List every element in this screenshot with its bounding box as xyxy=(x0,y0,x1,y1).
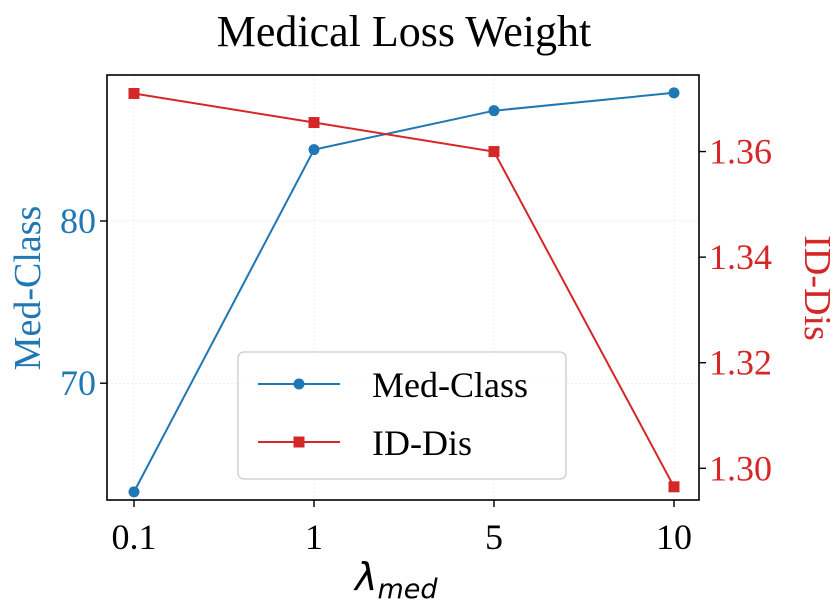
y-right-tick-label: 1.36 xyxy=(709,132,772,172)
point-med-class xyxy=(668,87,680,99)
y-axis-left: 70 80 xyxy=(60,201,107,403)
legend-marker-id-dis xyxy=(293,436,305,448)
point-med-class xyxy=(488,105,500,117)
series-line-id-dis xyxy=(133,92,675,488)
y-left-tick-label: 70 xyxy=(60,363,96,403)
legend: Med-Class ID-Dis xyxy=(237,351,567,480)
x-tick-label: 10 xyxy=(656,517,692,557)
legend-entry-med-class: Med-Class xyxy=(258,365,528,405)
y-left-tick-label: 80 xyxy=(60,201,96,241)
point-id-dis xyxy=(308,117,320,129)
point-id-dis xyxy=(488,146,500,158)
x-tick-label: 1 xyxy=(305,517,323,557)
x-axis-label: λmed xyxy=(353,555,438,605)
plot-frame xyxy=(106,74,700,501)
chart-title: Medical Loss Weight xyxy=(217,7,591,56)
y-axis-right-label: ID-Dis xyxy=(796,235,838,341)
series-markers xyxy=(128,87,680,498)
y-right-tick-label: 1.34 xyxy=(709,237,772,277)
legend-label-id-dis: ID-Dis xyxy=(372,423,472,463)
x-tick-label: 0.1 xyxy=(112,517,157,557)
x-axis-label-main: λ xyxy=(353,555,378,599)
legend-entry-id-dis: ID-Dis xyxy=(258,423,472,463)
x-tick-label: 5 xyxy=(485,517,503,557)
x-axis: 0.1 1 5 10 xyxy=(112,500,692,557)
y-right-tick-label: 1.30 xyxy=(709,448,772,488)
point-id-dis xyxy=(128,87,140,99)
y-right-tick-label: 1.32 xyxy=(709,343,772,383)
legend-label-med-class: Med-Class xyxy=(372,365,528,405)
series-lines xyxy=(133,91,675,493)
point-med-class xyxy=(308,144,320,156)
legend-marker-med-class xyxy=(293,378,305,390)
point-med-class xyxy=(128,486,140,498)
series-line-med-class xyxy=(133,91,675,493)
y-axis-right: 1.30 1.32 1.34 1.36 xyxy=(699,132,772,488)
point-id-dis xyxy=(668,481,680,493)
y-axis-left-label: Med-Class xyxy=(7,206,49,371)
x-axis-label-sub: med xyxy=(378,574,439,605)
